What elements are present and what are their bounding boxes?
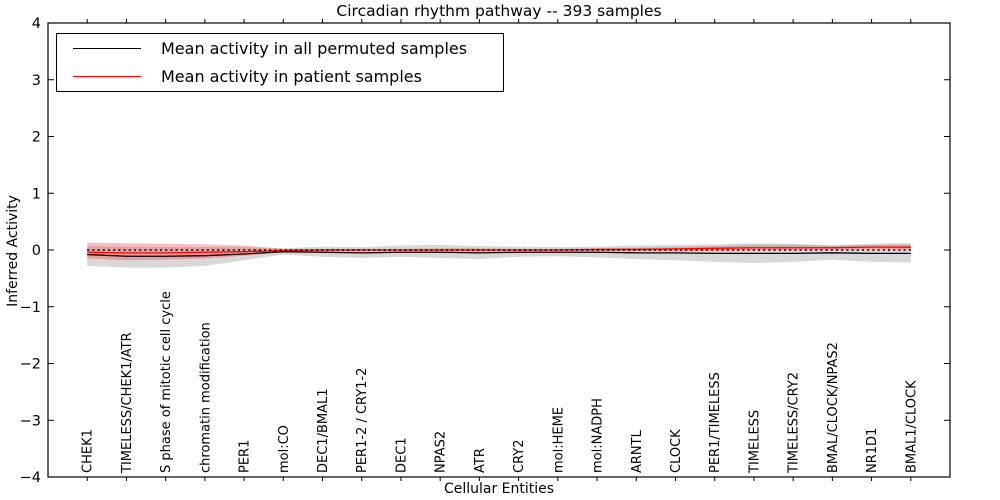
legend: Mean activity in all permuted samples Me… [56,33,504,92]
x-tick-label: S phase of mitotic cell cycle [159,291,174,473]
line-permuted-mean [87,251,911,257]
x-tick-label: PER1-2 / CRY1-2 [355,368,370,473]
x-tick-label: mol:NADPH [591,398,606,473]
x-tick-label: DEC1/BMAL1 [316,389,331,474]
x-tick-label: TIMELESS [747,410,762,474]
x-tick-label: PER1/TIMELESS [708,372,723,473]
y-tick-label: −3 [20,413,41,429]
band-patient [87,242,911,261]
legend-item-patient: Mean activity in patient samples [57,63,503,89]
x-tick-label: ARNTL [630,429,645,473]
y-tick-label: 2 [32,130,41,146]
x-axis-title: Cellular Entities [443,481,555,497]
x-tick-label: CRY2 [512,440,527,474]
legend-label-patient: Mean activity in patient samples [161,66,422,86]
x-tick-label: DEC1 [394,437,409,473]
permuted-line-swatch [73,48,141,50]
x-tick-label: BMAL/CLOCK/NPAS2 [826,342,841,473]
x-tick-label: PER1 [238,440,253,473]
y-tick-label: 3 [32,73,41,89]
x-tick-label: NR1D1 [865,428,880,473]
y-tick-label: 0 [32,243,41,259]
patient-line-swatch [73,75,141,77]
x-tick-label: NPAS2 [434,431,449,473]
legend-item-permuted: Mean activity in all permuted samples [57,36,503,62]
x-tick-label: ATR [473,448,488,473]
chart-title: Circadian rhythm pathway -- 393 samples [336,2,662,20]
x-tick-label: TIMELESS/CHEK1/ATR [120,332,135,474]
x-tick-label: CLOCK [669,429,684,473]
x-tick-label: mol:CO [277,425,292,473]
y-tick-label: 4 [32,16,41,32]
y-axis-title: Inferred Activity [5,195,21,307]
band-permuted [87,243,911,268]
x-tick-label: TIMELESS/CRY2 [787,372,802,474]
y-tick-label: −1 [20,300,41,316]
y-tick-label: −2 [20,357,41,373]
x-tick-label: BMAL1/CLOCK [904,380,919,473]
y-tick-label: 1 [32,186,41,202]
x-tick-label: CHEK1 [81,429,96,473]
legend-label-permuted: Mean activity in all permuted samples [161,39,468,59]
x-tick-label: mol:HEME [551,407,566,473]
x-tick-label: chromatin modification [198,322,213,473]
y-tick-label: −4 [20,470,41,486]
